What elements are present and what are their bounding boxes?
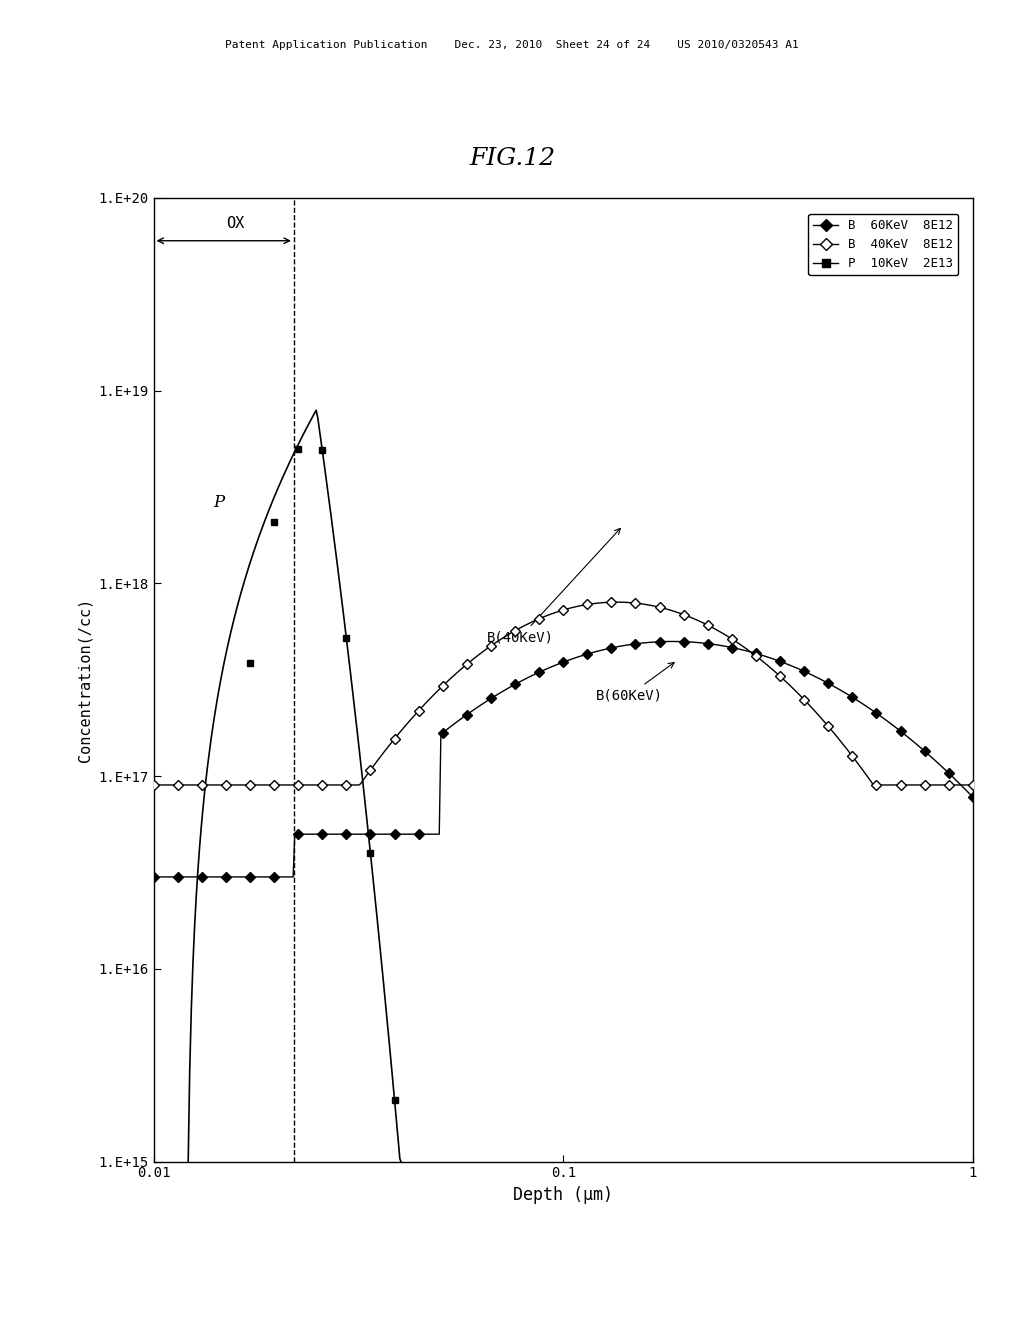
Text: B(60KeV): B(60KeV) — [596, 663, 674, 702]
Text: B(40KeV): B(40KeV) — [486, 528, 621, 644]
Legend: B  60KeV  8E12, B  40KeV  8E12, P  10KeV  2E13: B 60KeV 8E12, B 40KeV 8E12, P 10KeV 2E13 — [808, 214, 958, 276]
Text: P: P — [213, 494, 224, 511]
Text: OX: OX — [225, 216, 244, 231]
X-axis label: Depth (μm): Depth (μm) — [513, 1185, 613, 1204]
Text: FIG.12: FIG.12 — [469, 147, 555, 170]
Y-axis label: Concentration(/cc): Concentration(/cc) — [78, 598, 93, 762]
Text: Patent Application Publication    Dec. 23, 2010  Sheet 24 of 24    US 2010/03205: Patent Application Publication Dec. 23, … — [225, 40, 799, 50]
